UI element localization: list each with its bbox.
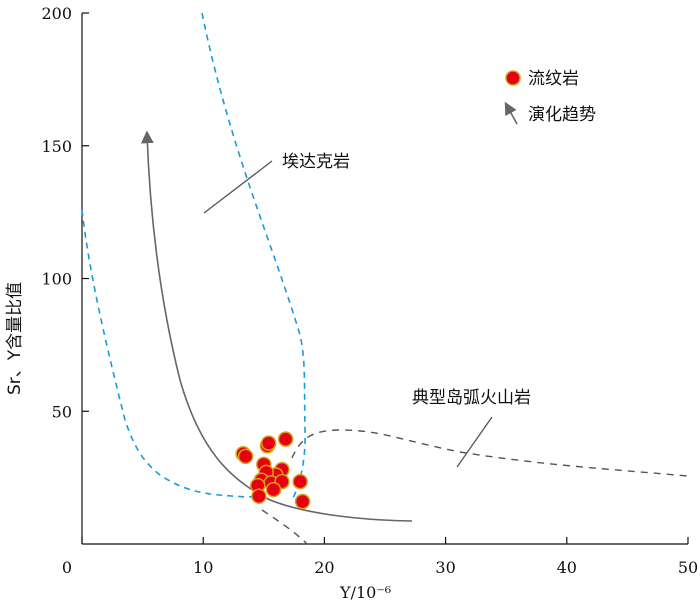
rhyolite-point (292, 473, 308, 490)
arc-field-upper-boundary (291, 429, 689, 477)
rhyolite-point (237, 448, 254, 465)
x-axis-label: Y/10⁻⁶ (339, 583, 391, 602)
y-tick-label: 50 (52, 402, 72, 421)
adakite-leader-line (203, 160, 273, 214)
evolution-trend-line (140, 130, 413, 522)
arc-field-left-boundary (81, 209, 286, 498)
adakite-label: 埃达克岩 (282, 152, 350, 172)
legend-label-trend: 演化趋势 (528, 105, 596, 125)
arc-volcanic-label: 典型岛弧火山岩 (412, 388, 531, 408)
legend-label-rhyolite: 流纹岩 (528, 69, 579, 89)
rhyolite-point (265, 481, 282, 498)
legend: 流纹岩 演化趋势 (504, 69, 596, 125)
x-tick-label: 0 (62, 558, 72, 577)
x-tick-label: 10 (193, 558, 213, 577)
y-tick-label: 150 (41, 137, 72, 156)
legend-marker-trend (504, 101, 518, 125)
arc-leader-line (456, 416, 493, 468)
legend-marker-rhyolite (505, 70, 521, 86)
y-axis-label: Sr、Y含量比值 (5, 282, 25, 395)
rhyolite-point (294, 493, 311, 510)
rhyolite-point (260, 435, 277, 451)
x-tick-label: 20 (314, 558, 334, 577)
y-tick-label: 200 (41, 4, 72, 23)
rhyolite-series (235, 431, 311, 510)
y-tick-label: 100 (41, 270, 72, 289)
rhyolite-point (251, 488, 267, 504)
x-tick-label: 40 (557, 558, 577, 577)
x-tick-label: 50 (678, 558, 698, 577)
x-tick-label: 30 (435, 558, 455, 577)
arc-field-lower-boundary (261, 509, 308, 545)
rhyolite-point (277, 431, 294, 447)
adakite-field-boundary (201, 12, 306, 501)
